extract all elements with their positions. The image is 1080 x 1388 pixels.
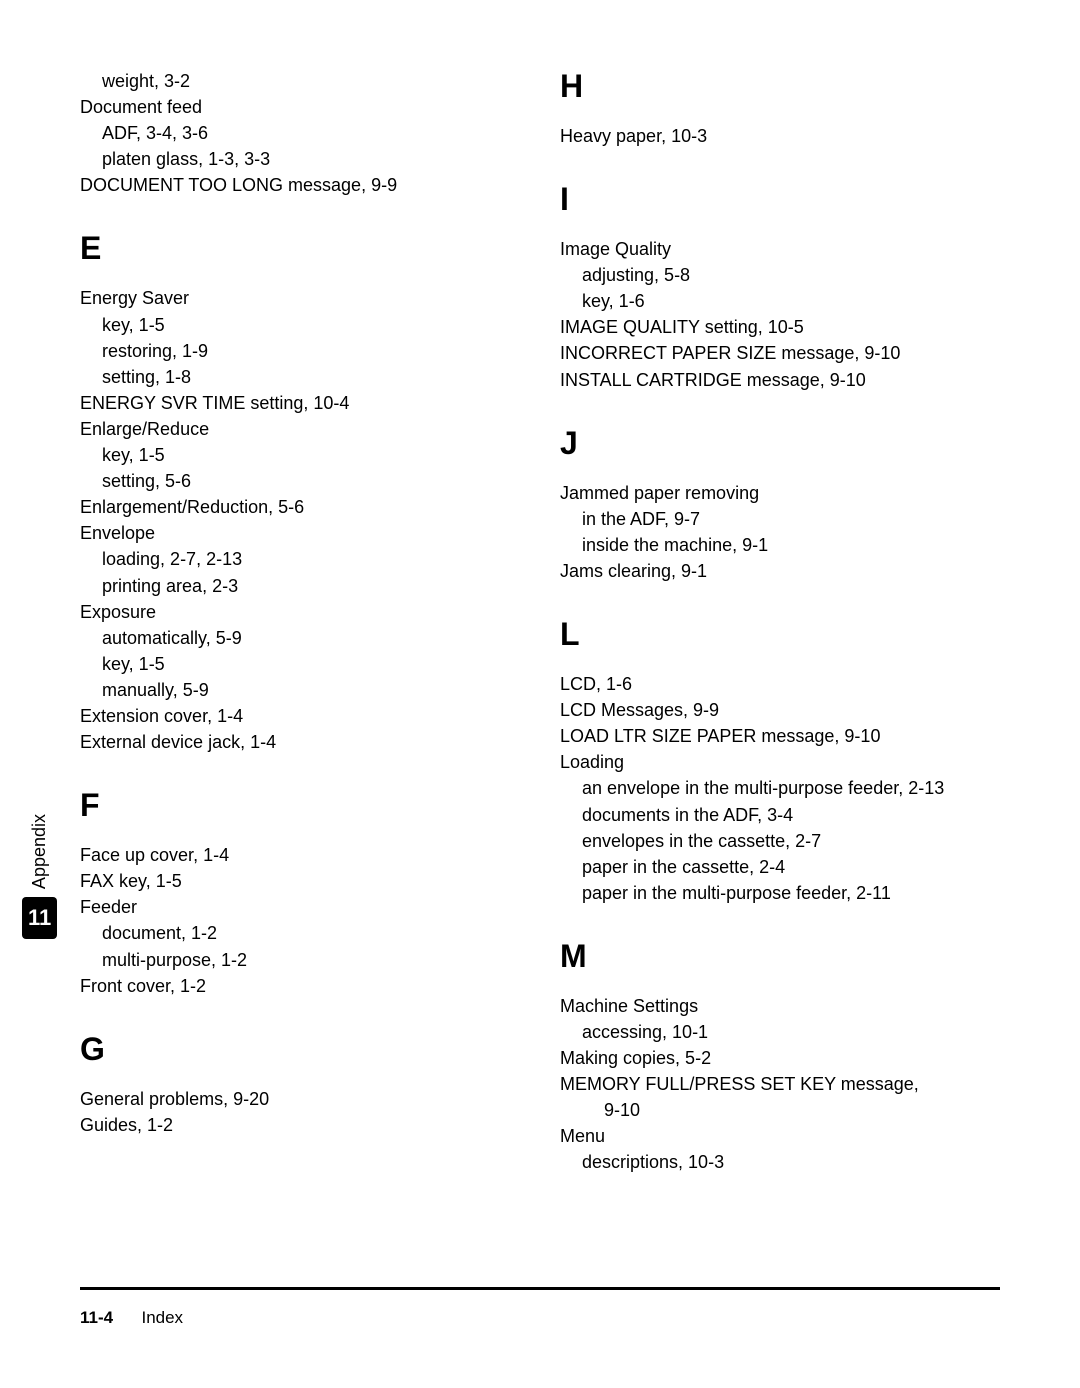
footer: 11-4 Index bbox=[80, 1287, 1000, 1328]
index-columns: weight, 3-2Document feedADF, 3-4, 3-6pla… bbox=[80, 68, 1000, 1176]
index-entry: Extension cover, 1-4 bbox=[80, 703, 520, 729]
index-entry: key, 1-5 bbox=[80, 312, 520, 338]
section-letter: J bbox=[560, 425, 1000, 462]
index-entry: automatically, 5-9 bbox=[80, 625, 520, 651]
index-entry: Menu bbox=[560, 1123, 1000, 1149]
index-entry: ADF, 3-4, 3-6 bbox=[80, 120, 520, 146]
left-column: weight, 3-2Document feedADF, 3-4, 3-6pla… bbox=[80, 68, 520, 1176]
index-entry: Jams clearing, 9-1 bbox=[560, 558, 1000, 584]
index-entry: envelopes in the cassette, 2-7 bbox=[560, 828, 1000, 854]
index-entry: LOAD LTR SIZE PAPER message, 9-10 bbox=[560, 723, 1000, 749]
index-entry: Guides, 1-2 bbox=[80, 1112, 520, 1138]
index-entry: MEMORY FULL/PRESS SET KEY message, bbox=[560, 1071, 1000, 1097]
footer-text: 11-4 Index bbox=[80, 1308, 1000, 1328]
index-entry: document, 1-2 bbox=[80, 920, 520, 946]
section-letter: M bbox=[560, 938, 1000, 975]
index-entry: INCORRECT PAPER SIZE message, 9-10 bbox=[560, 340, 1000, 366]
section-letter: F bbox=[80, 787, 520, 824]
index-entry: Document feed bbox=[80, 94, 520, 120]
index-entry: inside the machine, 9-1 bbox=[560, 532, 1000, 558]
footer-page-number: 11-4 bbox=[80, 1308, 113, 1327]
index-entry: Envelope bbox=[80, 520, 520, 546]
index-entry: key, 1-5 bbox=[80, 442, 520, 468]
footer-rule bbox=[80, 1287, 1000, 1290]
index-entry: Jammed paper removing bbox=[560, 480, 1000, 506]
index-entry: Machine Settings bbox=[560, 993, 1000, 1019]
side-tab: Appendix 11 bbox=[22, 814, 57, 939]
index-entry: key, 1-6 bbox=[560, 288, 1000, 314]
index-entry: General problems, 9-20 bbox=[80, 1086, 520, 1112]
index-entry: paper in the cassette, 2-4 bbox=[560, 854, 1000, 880]
index-entry: setting, 5-6 bbox=[80, 468, 520, 494]
index-entry: printing area, 2-3 bbox=[80, 573, 520, 599]
index-entry: weight, 3-2 bbox=[80, 68, 520, 94]
index-entry: manually, 5-9 bbox=[80, 677, 520, 703]
index-entry: loading, 2-7, 2-13 bbox=[80, 546, 520, 572]
index-entry: restoring, 1-9 bbox=[80, 338, 520, 364]
index-entry: setting, 1-8 bbox=[80, 364, 520, 390]
index-entry: paper in the multi-purpose feeder, 2-11 bbox=[560, 880, 1000, 906]
index-entry: External device jack, 1-4 bbox=[80, 729, 520, 755]
right-column: H Heavy paper, 10-3 I Image Qualityadjustin… bbox=[560, 68, 1000, 1176]
footer-title: Index bbox=[141, 1308, 183, 1327]
index-entry: Feeder bbox=[80, 894, 520, 920]
index-entry: platen glass, 1-3, 3-3 bbox=[80, 146, 520, 172]
side-tab-label: Appendix bbox=[29, 814, 50, 889]
index-entry: accessing, 10-1 bbox=[560, 1019, 1000, 1045]
index-entry: Face up cover, 1-4 bbox=[80, 842, 520, 868]
index-entry: LCD Messages, 9-9 bbox=[560, 697, 1000, 723]
section-letter: E bbox=[80, 230, 520, 267]
index-entry: ENERGY SVR TIME setting, 10-4 bbox=[80, 390, 520, 416]
index-entry: FAX key, 1-5 bbox=[80, 868, 520, 894]
index-entry: Enlargement/Reduction, 5-6 bbox=[80, 494, 520, 520]
index-entry: descriptions, 10-3 bbox=[560, 1149, 1000, 1175]
index-entry: Energy Saver bbox=[80, 285, 520, 311]
index-entry: in the ADF, 9-7 bbox=[560, 506, 1000, 532]
index-entry: documents in the ADF, 3-4 bbox=[560, 802, 1000, 828]
section-letter: G bbox=[80, 1031, 520, 1068]
index-entry: an envelope in the multi-purpose feeder,… bbox=[560, 775, 1000, 801]
section-letter: I bbox=[560, 181, 1000, 218]
index-entry: Image Quality bbox=[560, 236, 1000, 262]
page-container: Appendix 11 weight, 3-2Document feedADF,… bbox=[0, 0, 1080, 1388]
index-entry: IMAGE QUALITY setting, 10-5 bbox=[560, 314, 1000, 340]
index-entry: Loading bbox=[560, 749, 1000, 775]
section-letter: H bbox=[560, 68, 1000, 105]
index-entry: adjusting, 5-8 bbox=[560, 262, 1000, 288]
index-entry: 9-10 bbox=[560, 1097, 1000, 1123]
index-entry: DOCUMENT TOO LONG message, 9-9 bbox=[80, 172, 520, 198]
index-entry: LCD, 1-6 bbox=[560, 671, 1000, 697]
side-tab-number: 11 bbox=[22, 897, 57, 939]
index-entry: INSTALL CARTRIDGE message, 9-10 bbox=[560, 367, 1000, 393]
index-entry: multi-purpose, 1-2 bbox=[80, 947, 520, 973]
index-entry: key, 1-5 bbox=[80, 651, 520, 677]
section-letter: L bbox=[560, 616, 1000, 653]
index-entry: Exposure bbox=[80, 599, 520, 625]
index-entry: Making copies, 5-2 bbox=[560, 1045, 1000, 1071]
index-entry: Front cover, 1-2 bbox=[80, 973, 520, 999]
footer-gap bbox=[118, 1308, 137, 1327]
index-entry: Enlarge/Reduce bbox=[80, 416, 520, 442]
index-entry: Heavy paper, 10-3 bbox=[560, 123, 1000, 149]
